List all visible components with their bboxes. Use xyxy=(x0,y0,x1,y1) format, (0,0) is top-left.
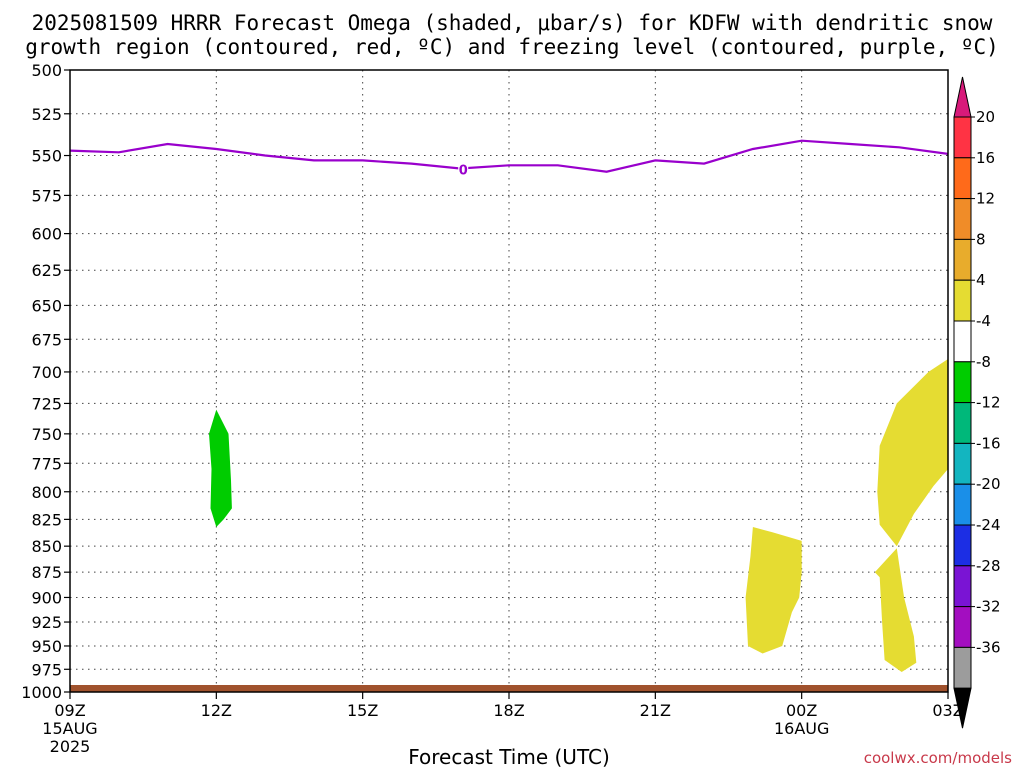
omega-region xyxy=(874,548,917,672)
colorbar-swatch xyxy=(953,116,972,159)
watermark-text: coolwx.com/models xyxy=(864,749,1012,767)
y-tick-label: 775 xyxy=(31,454,62,473)
x-tick-label: 12Z xyxy=(201,701,232,720)
colorbar-label: -32 xyxy=(976,598,1001,616)
colorbar-swatch xyxy=(953,198,972,240)
omega-region xyxy=(745,527,802,654)
colorbar-label: -36 xyxy=(976,638,1001,656)
freezing-level-contour: 0 xyxy=(70,139,948,178)
freezing-level-line xyxy=(70,139,948,173)
colorbar-swatch xyxy=(953,238,972,281)
colorbar-label: -8 xyxy=(976,353,991,371)
omega-shading xyxy=(209,359,948,672)
y-tick-label: 700 xyxy=(31,363,62,382)
colorbar-swatch xyxy=(953,361,972,404)
y-tick-label: 500 xyxy=(31,61,62,80)
y-tick-label: 600 xyxy=(31,225,62,244)
y-tick-label: 925 xyxy=(31,613,62,632)
x-tick-label: 21Z xyxy=(640,701,671,720)
colorbar-swatch xyxy=(953,524,972,567)
y-tick-label: 625 xyxy=(31,261,62,280)
colorbar-label: -4 xyxy=(976,312,991,330)
y-tick-label: 875 xyxy=(31,563,62,582)
x-tick-label: 15Z xyxy=(347,701,378,720)
colorbar-swatch xyxy=(953,606,972,648)
contour-label-bg xyxy=(458,162,469,177)
x-tick-year-label: 2025 xyxy=(50,737,91,756)
colorbar-swatch xyxy=(953,442,972,485)
y-axis: 500 525 550 575 600 625 650 675 700 725 750 775 800 8… xyxy=(21,61,70,702)
grid-lines xyxy=(70,70,948,692)
colorbar-swatch xyxy=(953,402,972,444)
colorbar-top-arrow xyxy=(953,76,972,118)
chart-title-line-2: growth region (contoured, red, ºC) and f… xyxy=(25,35,999,59)
colorbar-label: 16 xyxy=(976,149,995,167)
y-tick-label: 900 xyxy=(31,588,62,607)
colorbar-label: 12 xyxy=(976,190,995,208)
y-tick-label: 850 xyxy=(31,537,62,556)
x-axis-label: Forecast Time (UTC) xyxy=(408,745,610,768)
y-tick-label: 725 xyxy=(31,394,62,413)
omega-region xyxy=(877,359,948,547)
y-tick-label: 975 xyxy=(31,660,62,679)
y-tick-label: 525 xyxy=(31,105,62,124)
colorbar-label: -28 xyxy=(976,557,1001,575)
y-tick-label: 575 xyxy=(31,186,62,205)
x-tick-label: 00Z xyxy=(786,701,817,720)
x-tick-date-label: 16AUG xyxy=(774,719,829,738)
x-tick-label: 03Z xyxy=(932,701,963,720)
chart-title-line-1: 2025081509 HRRR Forecast Omega (shaded, … xyxy=(31,11,993,35)
x-tick-label: 18Z xyxy=(493,701,524,720)
x-tick-label: 09Z xyxy=(54,701,85,720)
colorbar-swatch xyxy=(953,565,972,608)
colorbar-label: 20 xyxy=(976,108,995,126)
colorbar-swatch xyxy=(953,646,972,689)
y-tick-label: 825 xyxy=(31,510,62,529)
omega-region xyxy=(209,409,232,527)
y-tick-label: 1000 xyxy=(21,683,62,702)
y-tick-label: 550 xyxy=(31,147,62,166)
colorbar-bottom-arrow xyxy=(953,687,972,729)
ground-bar xyxy=(70,685,948,692)
colorbar-label: -16 xyxy=(976,434,1001,452)
colorbar-label: -12 xyxy=(976,394,1001,412)
y-tick-label: 800 xyxy=(31,483,62,502)
colorbar-swatch xyxy=(953,320,972,363)
colorbar-swatch xyxy=(953,279,972,322)
y-tick-label: 950 xyxy=(31,637,62,656)
colorbar-swatch xyxy=(953,157,972,200)
x-tick-date-label: 15AUG xyxy=(42,719,97,738)
ground-strip xyxy=(70,685,948,692)
contour-label: 0 xyxy=(459,163,468,178)
colorbar-label: -24 xyxy=(976,516,1001,534)
y-tick-label: 675 xyxy=(31,330,62,349)
colorbar-label: -20 xyxy=(976,475,1001,493)
colorbar-legend: 20 16 12 8 4 -4 -8 -12 -16 -20 -24 -28 -32 -36 xyxy=(953,76,1001,729)
y-tick-label: 650 xyxy=(31,296,62,315)
colorbar-label: 8 xyxy=(976,230,986,248)
y-tick-label: 750 xyxy=(31,425,62,444)
colorbar-swatch xyxy=(953,483,972,526)
colorbar-label: 4 xyxy=(976,271,986,289)
